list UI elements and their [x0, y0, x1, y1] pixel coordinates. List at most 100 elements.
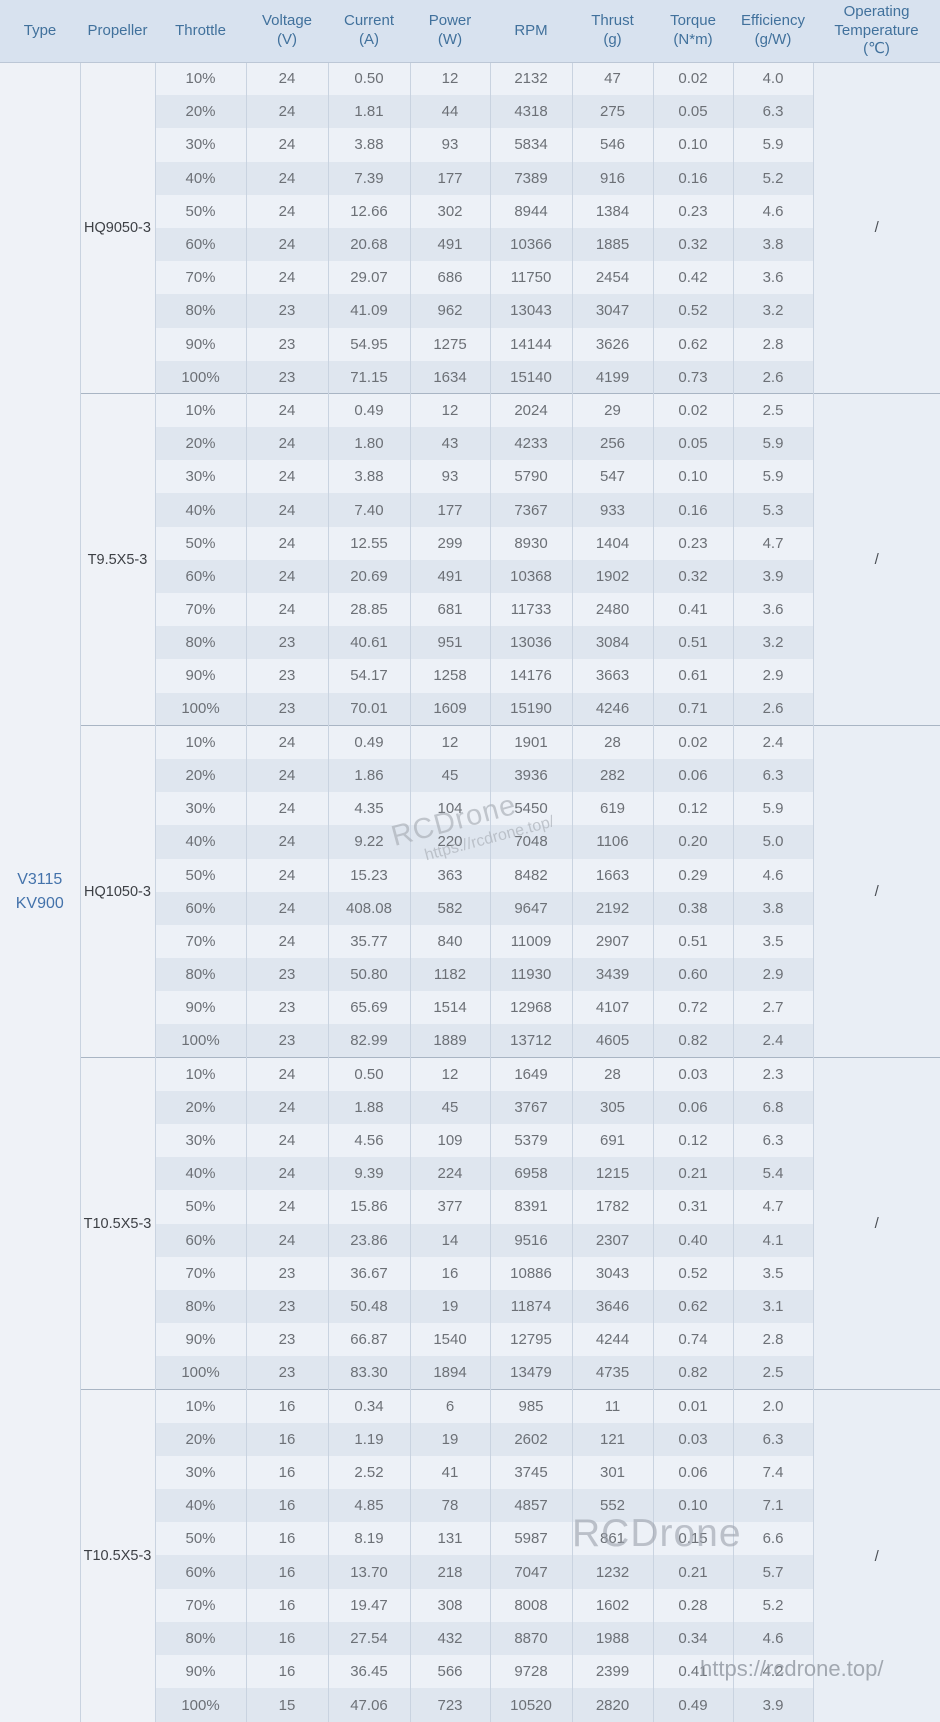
cell-rpm: 1649	[489, 1057, 572, 1091]
cell-efficiency: 5.0	[732, 825, 813, 859]
cell-voltage: 24	[245, 227, 328, 262]
cell-voltage: 23	[245, 294, 328, 328]
cell-power: 45	[409, 1090, 490, 1124]
cell-thrust: 29	[571, 393, 653, 428]
cell-efficiency: 6.8	[732, 1090, 813, 1124]
cell-power: 363	[409, 858, 490, 892]
cell-power: 16	[409, 1256, 490, 1290]
cell-throttle: 50%	[154, 194, 246, 228]
cell-torque: 0.23	[652, 526, 733, 560]
cell-voltage: 23	[245, 1356, 328, 1390]
cell-torque: 0.05	[652, 427, 733, 461]
col-header-current: Current (A)	[328, 0, 410, 63]
cell-thrust: 1106	[571, 825, 653, 859]
table-row: 20% 24 1.80 43 4233 256 0.05 5.9	[0, 427, 940, 461]
cell-efficiency: 2.7	[732, 991, 813, 1025]
cell-throttle: 100%	[154, 1688, 246, 1722]
table-row: T9.5X5-3 10% 24 0.49 12 2024 29 0.02 2.5/	[0, 393, 940, 726]
cell-thrust: 2907	[571, 924, 653, 959]
cell-power: 491	[409, 559, 490, 593]
cell-current: 9.39	[327, 1157, 410, 1191]
cell-current: 7.40	[327, 493, 410, 527]
cell-throttle: 100%	[154, 1356, 246, 1390]
cell-power: 491	[409, 227, 490, 262]
cell-current: 65.69	[327, 991, 410, 1025]
cell-thrust: 305	[571, 1090, 653, 1124]
cell-torque: 0.49	[652, 1688, 733, 1722]
cell-torque: 0.06	[652, 1090, 733, 1124]
cell-throttle: 30%	[154, 1455, 246, 1490]
cell-throttle: 40%	[154, 825, 246, 859]
table-row: 100% 15 47.06 723 10520 2820 0.49 3.9	[0, 1688, 940, 1722]
cell-efficiency: 2.9	[732, 659, 813, 693]
cell-efficiency: 2.5	[732, 1356, 813, 1390]
cell-rpm: 8944	[489, 194, 572, 228]
cell-rpm: 7048	[489, 825, 572, 859]
cell-torque: 0.41	[652, 1655, 733, 1689]
cell-rpm: 7047	[489, 1555, 572, 1589]
cell-rpm: 12795	[489, 1323, 572, 1357]
table-row: 40% 16 4.85 78 4857 552 0.10 7.1	[0, 1489, 940, 1523]
cell-throttle: 90%	[154, 991, 246, 1025]
col-header-power: Power (W)	[410, 0, 490, 63]
cell-rpm: 13036	[489, 626, 572, 660]
cell-torque: 0.71	[652, 692, 733, 726]
cell-throttle: 10%	[154, 1388, 246, 1423]
cell-rpm: 15190	[489, 692, 572, 726]
cell-throttle: 50%	[154, 1190, 246, 1224]
cell-thrust: 1215	[571, 1157, 653, 1191]
cell-current: 20.68	[327, 227, 410, 262]
cell-voltage: 24	[245, 725, 328, 759]
cell-rpm: 8870	[489, 1621, 572, 1655]
cell-torque: 0.02	[652, 393, 733, 428]
cell-power: 12	[409, 393, 490, 428]
cell-power: 6	[409, 1388, 490, 1423]
cell-voltage: 16	[245, 1388, 328, 1423]
cell-power: 104	[409, 792, 490, 826]
cell-efficiency: 2.6	[732, 360, 813, 394]
table-row: 100% 23 71.15 1634 15140 4199 0.73 2.6	[0, 360, 940, 394]
cell-throttle: 10%	[154, 62, 246, 96]
cell-power: 45	[409, 758, 490, 793]
cell-voltage: 24	[245, 559, 328, 593]
cell-thrust: 1782	[571, 1190, 653, 1224]
cell-rpm: 7389	[489, 161, 572, 195]
table-row: 90% 23 66.87 1540 12795 4244 0.74 2.8	[0, 1323, 940, 1357]
cell-efficiency: 3.8	[732, 227, 813, 262]
cell-throttle: 50%	[154, 858, 246, 892]
cell-torque: 0.62	[652, 1289, 733, 1324]
cell-efficiency: 3.5	[732, 1256, 813, 1290]
table-row: 40% 24 9.22 220 7048 1106 0.20 5.0	[0, 825, 940, 859]
cell-voltage: 24	[245, 62, 328, 96]
cell-torque: 0.12	[652, 1124, 733, 1158]
cell-efficiency: 7.4	[732, 1455, 813, 1490]
cell-rpm: 14144	[489, 327, 572, 361]
cell-rpm: 8482	[489, 858, 572, 892]
cell-voltage: 23	[245, 1323, 328, 1357]
table-row: 40% 24 7.40 177 7367 933 0.16 5.3	[0, 493, 940, 527]
propeller-cell: HQ1050-3	[79, 725, 155, 1058]
cell-thrust: 3043	[571, 1256, 653, 1290]
cell-voltage: 24	[245, 95, 328, 129]
cell-thrust: 256	[571, 427, 653, 461]
cell-torque: 0.52	[652, 294, 733, 328]
cell-efficiency: 3.9	[732, 559, 813, 593]
cell-power: 1275	[409, 327, 490, 361]
cell-rpm: 985	[489, 1388, 572, 1423]
cell-voltage: 16	[245, 1655, 328, 1689]
cell-power: 308	[409, 1588, 490, 1622]
cell-rpm: 13479	[489, 1356, 572, 1390]
cell-voltage: 24	[245, 493, 328, 527]
cell-efficiency: 5.9	[732, 460, 813, 494]
cell-throttle: 70%	[154, 1256, 246, 1290]
table-row: 30% 24 4.56 109 5379 691 0.12 6.3	[0, 1124, 940, 1158]
propeller-cell: T9.5X5-3	[79, 393, 155, 726]
table-row: 30% 24 3.88 93 5834 546 0.10 5.9	[0, 128, 940, 162]
cell-throttle: 100%	[154, 692, 246, 726]
cell-thrust: 1404	[571, 526, 653, 560]
cell-throttle: 40%	[154, 161, 246, 195]
cell-power: 840	[409, 924, 490, 959]
cell-throttle: 90%	[154, 659, 246, 693]
cell-power: 723	[409, 1688, 490, 1722]
cell-voltage: 24	[245, 261, 328, 295]
